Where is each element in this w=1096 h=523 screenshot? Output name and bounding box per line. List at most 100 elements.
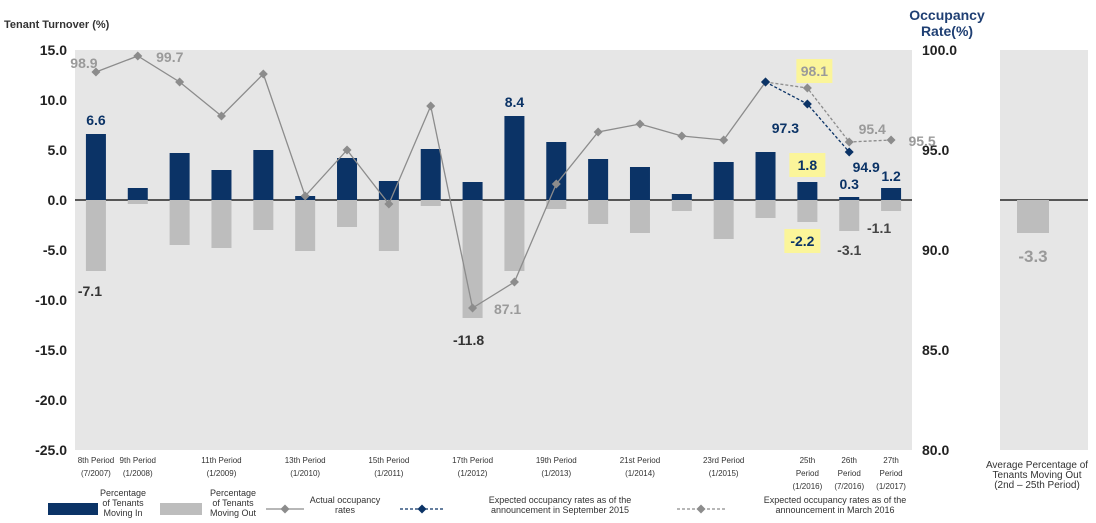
x-tick-label: 17th Period — [452, 456, 493, 465]
x-tick-label: (1/2017) — [876, 482, 906, 491]
data-label-highlight — [784, 229, 821, 253]
bar-moving-out — [671, 200, 692, 211]
x-tick-label: (1/2015) — [709, 469, 739, 478]
legend-label-moving-out: Moving Out — [210, 508, 257, 518]
y-right-tick: 85.0 — [922, 342, 949, 358]
data-label: 95.4 — [859, 121, 886, 137]
right-axis-title-line: Occupancy — [909, 7, 985, 23]
x-tick-label: Period — [796, 469, 819, 478]
bar-moving-in — [378, 181, 399, 200]
x-tick-label: (1/2016) — [792, 482, 822, 491]
line-expected-march-2016 — [765, 81, 892, 143]
data-label: 99.7 — [156, 49, 183, 65]
legend-label-moving-out: Percentage — [210, 488, 256, 498]
x-tick-label: 27th — [883, 456, 899, 465]
bar-moving-out — [881, 200, 902, 211]
y-left-tick: -20.0 — [35, 392, 67, 408]
bar-moving-in — [546, 142, 567, 200]
x-tick-label: (1/2013) — [541, 469, 571, 478]
x-tick-label: 25th — [800, 456, 816, 465]
bar-moving-in — [839, 197, 860, 200]
x-tick-label: 13th Period — [285, 456, 326, 465]
point-actual-occupancy — [468, 303, 478, 313]
x-tick-label: 26th — [841, 456, 857, 465]
legend-label-september: announcement in September 2015 — [491, 505, 629, 515]
legend-label-actual: rates — [335, 505, 356, 515]
point-actual-occupancy — [175, 77, 185, 87]
bar-moving-out — [127, 200, 148, 204]
bar-moving-in — [755, 152, 776, 200]
bar-moving-in — [881, 188, 902, 200]
legend-label-actual: Actual occupancy — [310, 495, 381, 505]
bar-moving-out — [839, 200, 860, 231]
x-tick-label: (7/2016) — [834, 482, 864, 491]
legend-label-march: announcement in March 2016 — [775, 505, 894, 515]
legend-label-march: Expected occupancy rates as of the — [764, 495, 907, 505]
bar-moving-out — [378, 200, 399, 251]
data-label: 98.1 — [801, 63, 828, 79]
x-tick-label: (1/2010) — [290, 469, 320, 478]
x-tick-label: (7/2007) — [81, 469, 111, 478]
y-left-tick: 10.0 — [40, 92, 67, 108]
bar-moving-out — [588, 200, 609, 224]
legend-label-moving-in: Moving In — [103, 508, 142, 518]
bar-moving-out — [337, 200, 358, 227]
point-expected-september-2015 — [761, 77, 771, 87]
bar-moving-in — [337, 158, 358, 200]
y-right-tick: 95.0 — [922, 142, 949, 158]
y-right-tick: 80.0 — [922, 442, 949, 458]
data-label: -11.8 — [453, 332, 484, 348]
bar-moving-out — [755, 200, 776, 218]
data-label: 95.5 — [908, 133, 935, 149]
bar-moving-in — [169, 153, 190, 200]
point-actual-occupancy — [635, 119, 645, 129]
side-panel-area — [1000, 50, 1088, 450]
y-left-tick: 0.0 — [48, 192, 68, 208]
data-label: 0.3 — [839, 176, 859, 192]
data-label: 6.6 — [86, 112, 106, 128]
bar-moving-out — [420, 200, 441, 206]
point-actual-occupancy — [91, 67, 101, 77]
data-label: -3.1 — [837, 242, 861, 258]
y-right-tick: 100.0 — [922, 42, 957, 58]
x-tick-label: 9th Period — [120, 456, 156, 465]
x-tick-label: Period — [880, 469, 903, 478]
data-label: 97.3 — [772, 120, 799, 136]
side-panel-caption: Average Percentage of — [986, 460, 1088, 471]
x-tick-label: Period — [838, 469, 861, 478]
right-axis-title-line: Rate(%) — [921, 23, 973, 39]
y-right-tick: 90.0 — [922, 242, 949, 258]
legend-swatch-moving-out — [160, 503, 202, 515]
bar-moving-out — [253, 200, 274, 230]
point-expected-september-2015 — [844, 147, 854, 157]
point-actual-occupancy — [384, 199, 394, 209]
left-axis-title: Tenant Turnover (%) — [4, 19, 110, 31]
bar-moving-in — [671, 194, 692, 200]
legend-label-moving-in: of Tenants — [102, 498, 144, 508]
bar-moving-in — [588, 159, 609, 200]
side-panel-caption: (2nd – 25th Period) — [994, 480, 1080, 491]
bar-moving-in — [462, 182, 483, 200]
bar-moving-out — [85, 200, 106, 271]
point-actual-occupancy — [551, 179, 561, 189]
legend-marker-actual — [280, 504, 290, 514]
bar-moving-in — [713, 162, 734, 200]
legend-label-moving-in: Percentage — [100, 488, 146, 498]
bar-moving-out — [546, 200, 567, 209]
plot-area — [75, 50, 912, 450]
side-panel-caption: Tenants Moving Out — [993, 470, 1082, 481]
x-tick-label: 21st Period — [620, 456, 660, 465]
y-left-tick: -15.0 — [35, 342, 67, 358]
data-label: 8.4 — [505, 94, 525, 110]
bar-moving-out — [295, 200, 316, 251]
bar-moving-out — [169, 200, 190, 245]
point-expected-march-2016 — [802, 83, 812, 93]
x-tick-label: (1/2012) — [458, 469, 488, 478]
point-actual-occupancy — [133, 51, 143, 61]
bar-moving-out — [462, 200, 483, 318]
legend-marker-september — [417, 504, 427, 514]
data-label: 1.8 — [798, 157, 818, 173]
legend-marker-march — [696, 504, 706, 514]
point-actual-occupancy — [216, 111, 226, 121]
point-expected-september-2015 — [802, 99, 812, 109]
